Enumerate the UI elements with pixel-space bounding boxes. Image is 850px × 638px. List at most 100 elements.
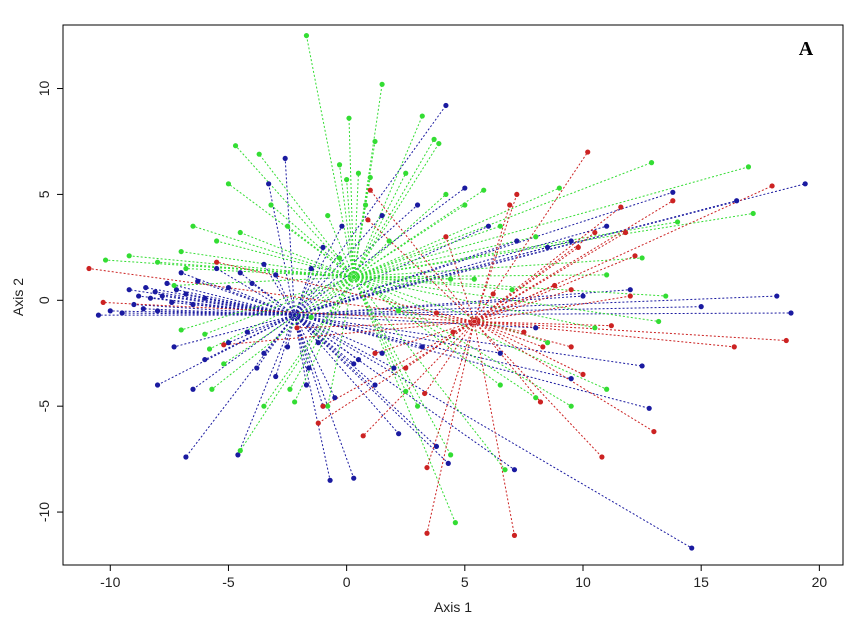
data-point [639,255,645,261]
spoke-line [287,225,355,278]
spoke-line [294,225,343,316]
spoke-line [181,251,354,278]
data-point [95,312,102,318]
spoke-line [204,297,295,316]
spoke-line [353,276,418,407]
spoke-line [362,321,475,437]
spoke-line [353,236,536,278]
data-point [355,356,362,363]
data-point [362,202,369,208]
data-point [502,467,508,473]
spoke-line [192,225,354,278]
spoke-line [473,151,589,322]
spoke-line [473,246,579,322]
spoke-line [294,314,643,367]
data-point [674,219,681,225]
data-point [214,259,220,265]
data-point [481,187,487,193]
spoke-line [294,314,501,354]
data-point [689,545,695,551]
data-point [568,376,574,382]
data-point [433,443,440,450]
spoke-line [256,314,296,369]
spoke-line [216,261,475,322]
data-point [433,310,440,316]
data-point [533,395,539,401]
data-point [670,189,676,195]
spoke-line [353,187,560,278]
spoke-line [294,314,310,369]
spoke-line [204,314,295,361]
data-point [254,365,260,371]
spoke-line [294,246,548,316]
data-point [131,301,137,308]
data-point [355,170,362,176]
data-point [372,350,378,356]
y-tick-label: 0 [36,296,52,304]
spoke-line [346,179,355,278]
data-point [372,382,378,388]
centroid-marker [349,273,358,281]
spoke-line [353,143,440,278]
data-point [287,386,293,392]
data-point [568,403,574,409]
data-point [511,532,518,538]
data-point [552,282,558,289]
data-point [214,238,220,244]
spoke-line [166,282,295,316]
data-point [249,280,255,286]
data-point [256,151,262,157]
spoke-line [353,166,749,278]
data-point [351,475,357,481]
spoke-line [367,219,475,322]
spoke-line [192,314,295,390]
spoke-line [103,301,475,322]
data-point [424,464,430,471]
spoke-line [353,173,359,278]
data-point [154,259,161,265]
spoke-line [294,314,437,447]
spoke-line [473,293,494,322]
x-axis: -10 -5 0 5 10 15 20 [100,565,827,590]
data-point [731,344,737,350]
spoke-line [294,314,336,398]
spoke-line [173,314,295,348]
data-point [592,229,598,236]
spoke-line [374,320,475,354]
spoke-line [473,321,515,536]
data-point [788,310,794,316]
data-point [202,356,208,363]
spoke-line [294,314,692,549]
data-point [315,340,321,346]
data-point [195,278,201,284]
data-point [632,253,638,259]
data-point [351,361,357,367]
centroid-marker [290,311,299,319]
spoke-line [294,314,355,479]
data-point [462,202,468,208]
data-point [292,399,298,405]
data-point [209,386,215,392]
spoke-line [353,139,435,278]
data-point [698,304,704,310]
spoke-line [474,289,572,322]
spoke-line [289,276,355,390]
data-point [544,340,551,346]
data-point [521,329,527,335]
data-point [575,244,581,250]
data-point [419,344,425,350]
data-point [379,350,385,356]
plot-frame [62,24,844,566]
data-point [171,282,177,289]
data-point [336,162,343,168]
y-axis-title: Axis 2 [10,278,26,316]
data-point [86,265,92,272]
data-point [190,223,196,229]
data-point [431,136,437,142]
spoke-line [155,291,295,316]
data-point [511,467,518,473]
data-point [325,403,331,409]
spoke-line [474,321,655,433]
spoke-line [294,215,383,316]
data-point [618,204,624,210]
